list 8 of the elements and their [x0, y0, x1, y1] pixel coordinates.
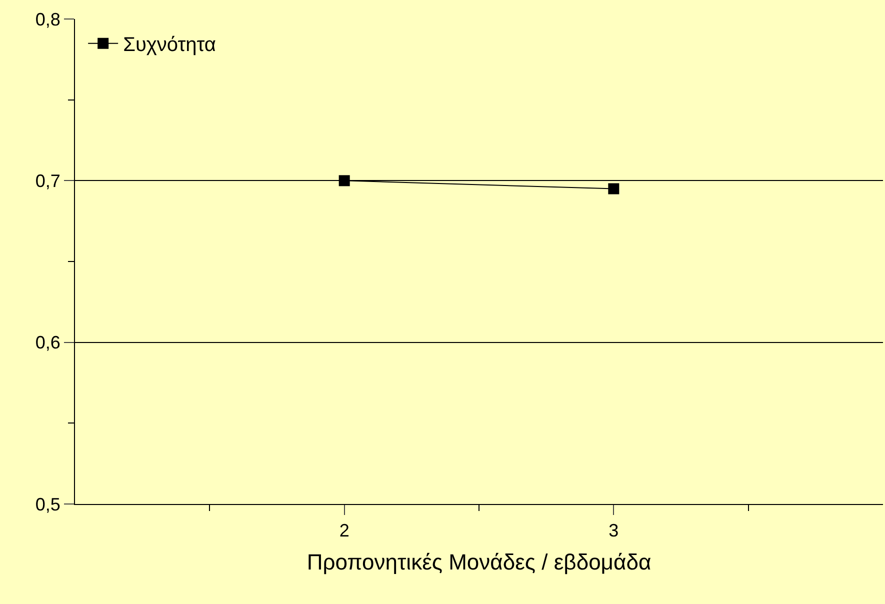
x-axis-title: Προπονητικές Μονάδες / εβδομάδα	[306, 550, 652, 574]
y-tick-label: 0,7	[35, 170, 60, 191]
x-tick-label: 3	[608, 520, 619, 541]
y-tick-label: 0,5	[35, 494, 60, 514]
legend-label: Συχνότητα	[123, 34, 216, 56]
y-tick-label: 0,8	[35, 9, 60, 30]
y-tick-label: 0,6	[35, 332, 60, 353]
x-tick-label: 2	[339, 520, 350, 541]
